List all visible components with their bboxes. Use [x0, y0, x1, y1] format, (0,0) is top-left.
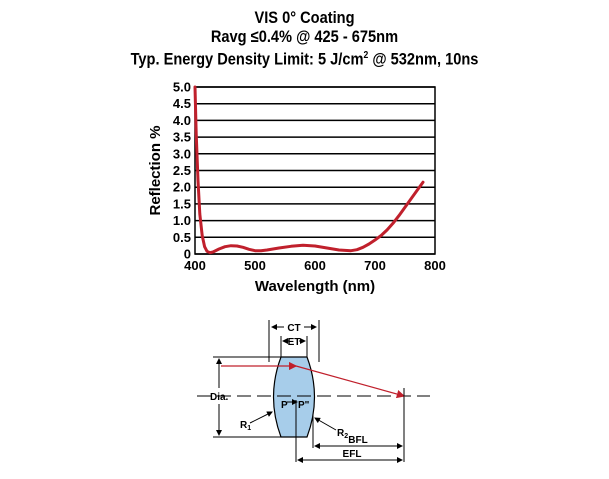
- y-tick-label: 1.5: [173, 196, 191, 211]
- energy-density-tail: @ 532nm, 10ns: [368, 49, 479, 69]
- x-axis-label: Wavelength (nm): [255, 278, 375, 295]
- y-tick-label: 3.0: [173, 146, 191, 161]
- plot-frame: [194, 86, 436, 255]
- x-tick-label: 700: [364, 258, 386, 273]
- efl-label: EFL: [343, 449, 362, 460]
- x-tick-label: 800: [424, 258, 446, 273]
- principal-point-prime-label: P": [298, 400, 310, 411]
- y-axis-label: Reflection %: [147, 125, 164, 215]
- et-label: ET: [288, 337, 301, 348]
- energy-density-line: Typ. Energy Density Limit: 5 J/cm2 @ 532…: [43, 46, 567, 69]
- y-tick-label: 5.0: [173, 80, 191, 95]
- y-tick-label: 2.0: [173, 180, 191, 195]
- y-tick-label: 0: [184, 247, 191, 262]
- y-axis-ticks: 0 0.5 1.0 1.52.0 2.5 3.03.5 4.0 4.55.0: [173, 80, 191, 262]
- energy-density-superscript: 2: [363, 50, 369, 61]
- y-tick-label: 3.5: [173, 130, 191, 145]
- radius-1-label: R1: [240, 420, 251, 432]
- y-tick-label: 2.5: [173, 163, 191, 178]
- grid-lines: [195, 86, 435, 255]
- energy-density-text: Typ. Energy Density Limit: 5 J/cm: [130, 49, 364, 69]
- y-tick-label: 1.0: [173, 213, 191, 228]
- lens-diagram: CT ET Dia. P P" R1 R2 BFL EFL: [197, 320, 430, 463]
- radius-2-leader: [314, 417, 337, 431]
- dia-label: Dia.: [210, 392, 229, 403]
- ct-label: CT: [287, 323, 300, 334]
- y-tick-label: 4.5: [173, 96, 191, 111]
- x-tick-label: 500: [244, 258, 266, 273]
- lens-body: [272, 356, 316, 438]
- y-tick-label: 0.5: [173, 230, 191, 245]
- x-axis-ticks: 400 500 600 700 800: [184, 258, 446, 273]
- principal-point-label: P: [281, 400, 288, 411]
- chart-title-block: VIS 0° Coating Ravg ≤0.4% @ 425 - 675nm …: [0, 8, 609, 69]
- reflection-series-line: [193, 85, 425, 255]
- y-tick-label: 4.0: [173, 113, 191, 128]
- x-tick-label: 400: [184, 258, 206, 273]
- ray-refracted: [295, 365, 406, 399]
- x-tick-label: 600: [304, 258, 326, 273]
- bfl-label: BFL: [348, 435, 367, 446]
- chart-title: VIS 0° Coating: [254, 8, 355, 27]
- radius-2-label: R2: [337, 428, 348, 440]
- chart-subtitle: Ravg ≤0.4% @ 425 - 675nm: [210, 27, 399, 46]
- radius-1-leader: [249, 411, 273, 424]
